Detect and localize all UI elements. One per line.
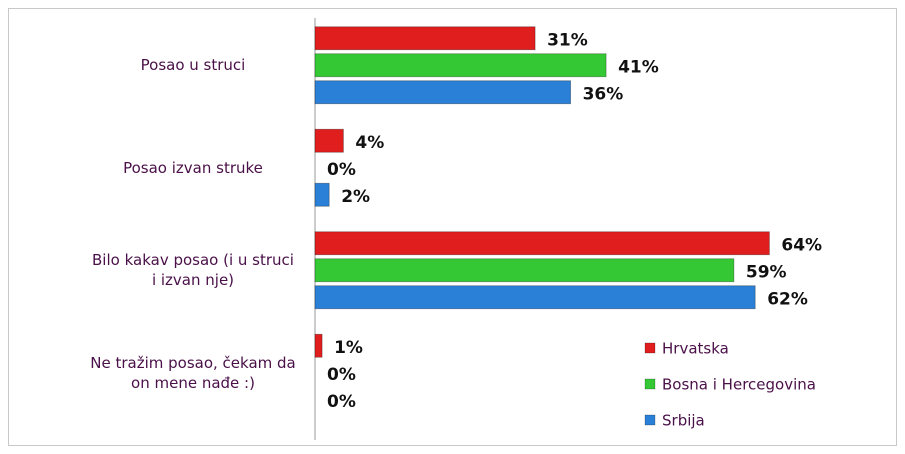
frame: [8, 8, 897, 446]
value-label: 4%: [355, 133, 384, 153]
category-label: Posao izvan struke: [123, 158, 263, 177]
bar: [314, 26, 536, 51]
bar: [314, 53, 607, 78]
value-label: 64%: [781, 235, 822, 255]
legend-swatch: [644, 342, 656, 354]
category-label: Posao u struci: [140, 56, 246, 75]
value-label: 59%: [746, 262, 787, 282]
legend-swatch: [644, 378, 656, 390]
value-label: 2%: [341, 187, 370, 207]
bar: [314, 285, 756, 310]
value-label: 0%: [327, 392, 356, 412]
value-label: 41%: [618, 57, 659, 77]
legend-swatch: [644, 414, 656, 426]
value-label: 31%: [547, 30, 588, 50]
category-label: Ne tražim posao, čekam da on mene nađe :…: [90, 353, 296, 392]
bar: [314, 333, 323, 358]
value-label: 0%: [327, 160, 356, 180]
value-label: 0%: [327, 365, 356, 385]
bar: [314, 80, 572, 105]
legend-label: Bosna i Hercegovina: [662, 376, 816, 394]
bar: [314, 258, 735, 283]
legend-label: Srbija: [662, 412, 705, 430]
legend-label: Hrvatska: [662, 340, 729, 358]
value-label: 62%: [767, 289, 808, 309]
value-label: 36%: [583, 84, 624, 104]
value-label: 1%: [334, 338, 363, 358]
bar: [314, 182, 330, 207]
category-label: Bilo kakav posao (i u struci i izvan nje…: [92, 251, 294, 290]
bar: [314, 128, 344, 153]
bar: [314, 231, 770, 256]
